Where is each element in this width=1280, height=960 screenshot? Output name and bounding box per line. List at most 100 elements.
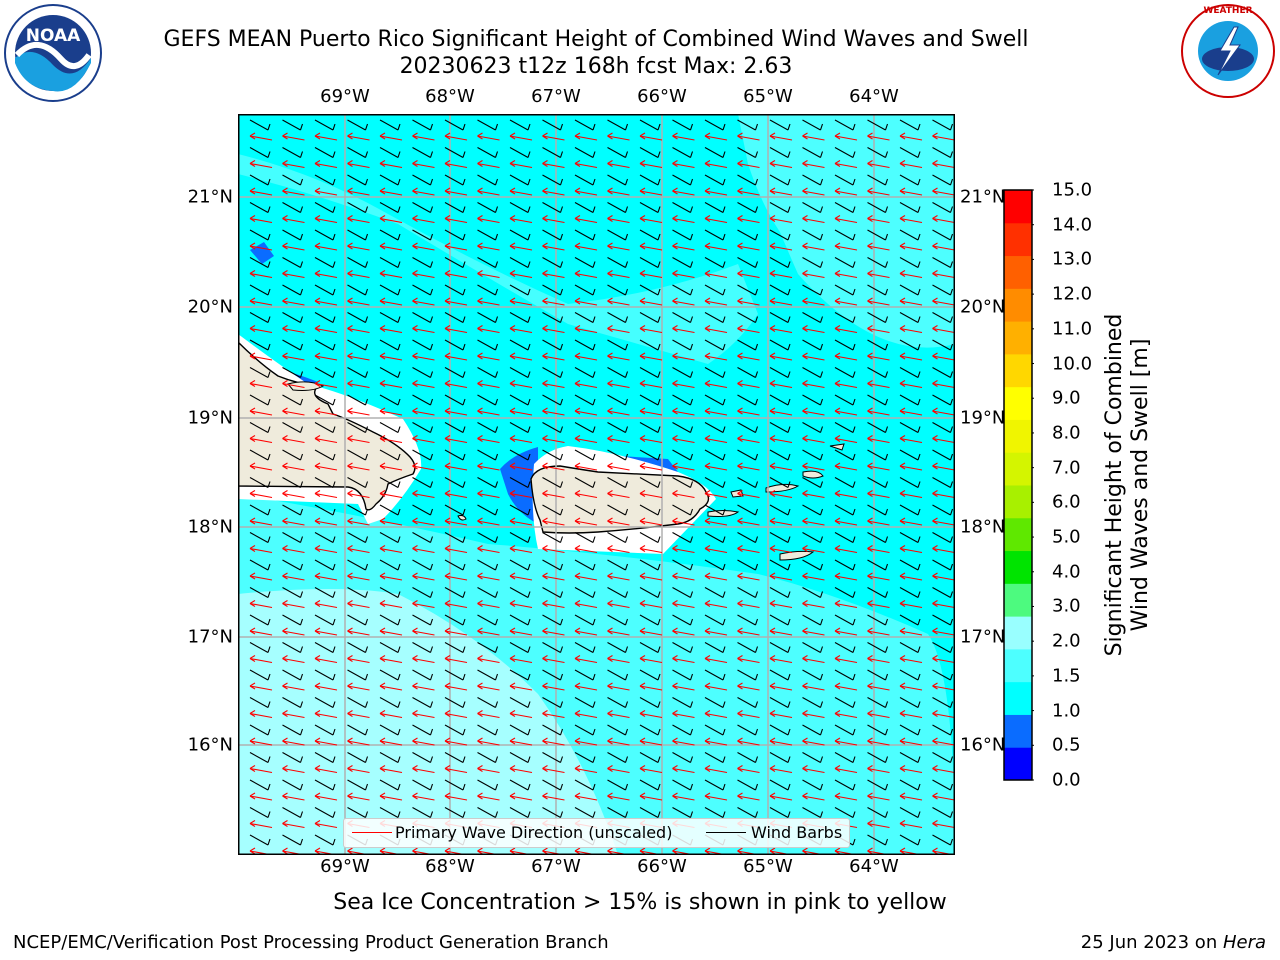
wind-barb <box>672 202 694 213</box>
wind-barb <box>542 202 564 213</box>
wind-barb <box>249 587 271 598</box>
wave-direction-arrow <box>607 407 630 416</box>
wave-direction-arrow <box>249 792 273 801</box>
legend-wave-label: Primary Wave Direction (unscaled) <box>395 823 673 842</box>
wind-barb <box>867 312 889 323</box>
wind-barb <box>477 174 499 186</box>
wind-barb <box>379 422 401 433</box>
wind-barb <box>314 669 336 681</box>
wind-barb <box>672 532 694 543</box>
wind-barb <box>249 669 271 681</box>
wind-barb <box>867 422 889 433</box>
wind-barb <box>574 477 596 488</box>
wind-barb <box>899 147 921 158</box>
wave-direction-arrow <box>932 545 955 554</box>
right-latitude-label: 19°N <box>960 407 1006 429</box>
wave-direction-arrow <box>607 132 630 141</box>
wave-direction-arrow <box>607 600 630 609</box>
wave-direction-arrow <box>607 380 630 389</box>
wave-direction-arrow <box>379 380 403 389</box>
wave-direction-arrow <box>542 352 565 361</box>
wind-barb <box>542 504 564 516</box>
wind-barb <box>477 779 499 791</box>
wave-direction-arrow <box>282 545 305 554</box>
wind-barb <box>834 642 856 653</box>
wave-direction-arrow <box>282 132 305 141</box>
wave-direction-arrow <box>932 242 955 251</box>
wind-barb <box>802 119 824 131</box>
wave-direction-arrow <box>639 792 663 801</box>
wave-direction-arrow <box>347 490 370 499</box>
wave-direction-arrow <box>249 242 273 251</box>
wave-height-map <box>238 114 955 855</box>
wind-barb <box>639 147 661 158</box>
wave-direction-arrow <box>249 737 273 746</box>
wave-direction-arrow <box>542 132 565 141</box>
wave-direction-arrow <box>574 765 598 774</box>
wave-direction-arrow <box>412 380 435 389</box>
wave-direction-arrow <box>379 765 403 774</box>
wind-barb <box>412 587 434 598</box>
wind-barb <box>412 559 434 571</box>
wave-direction-arrow <box>769 737 793 746</box>
wave-direction-arrow <box>477 572 500 581</box>
wind-barb <box>737 284 759 296</box>
wave-direction-arrow <box>249 682 273 691</box>
colorbar-tick-label: 12.0 <box>1052 283 1093 305</box>
wave-direction-arrow <box>899 325 923 334</box>
wind-barb <box>347 257 369 268</box>
wave-direction-arrow <box>509 242 533 251</box>
svg-text:WEATHER: WEATHER <box>1203 6 1252 16</box>
wind-barb <box>347 504 369 516</box>
wave-direction-arrow <box>412 600 435 609</box>
wave-direction-arrow <box>509 380 533 389</box>
wind-barb <box>444 229 466 241</box>
wind-barb <box>899 779 921 791</box>
wind-barb <box>899 394 921 406</box>
wind-barb <box>769 807 791 818</box>
wind-barb <box>802 229 824 241</box>
wind-barb <box>867 202 889 213</box>
wind-barb <box>834 669 856 681</box>
wind-barb <box>802 202 824 213</box>
colorbar-tick-label: 6.0 <box>1052 491 1081 513</box>
wave-direction-arrow <box>412 545 435 554</box>
wind-barb <box>282 339 304 351</box>
wave-direction-arrow <box>899 765 923 774</box>
wind-barb <box>477 752 499 763</box>
wind-barb <box>672 779 694 791</box>
colorbar-segment <box>1004 517 1032 552</box>
wave-direction-arrow <box>704 490 728 499</box>
wind-barb <box>672 284 694 296</box>
wave-direction-arrow <box>314 517 338 526</box>
wind-barb <box>607 779 629 791</box>
wave-direction-arrow <box>477 737 500 746</box>
wave-direction-arrow <box>477 545 500 554</box>
wind-barb <box>607 119 629 131</box>
left-latitude-label: 21°N <box>187 186 233 208</box>
wave-direction-arrow <box>542 600 565 609</box>
wind-barb <box>379 587 401 598</box>
wave-direction-arrow <box>282 462 305 471</box>
wave-direction-arrow <box>444 325 468 334</box>
wind-barb <box>542 339 564 351</box>
wave-direction-arrow <box>834 297 858 306</box>
wind-barb <box>672 504 694 516</box>
wind-barb <box>737 147 759 158</box>
wind-barb <box>834 697 856 708</box>
wind-barb <box>899 532 921 543</box>
wind-barb <box>282 752 304 763</box>
wind-barb <box>932 669 954 681</box>
wave-direction-arrow <box>639 710 663 719</box>
wave-direction-arrow <box>282 765 305 774</box>
wind-barb <box>607 229 629 241</box>
wave-direction-arrow <box>899 187 923 196</box>
wind-barb <box>639 669 661 681</box>
wave-direction-arrow <box>347 627 370 636</box>
wind-barb <box>477 284 499 296</box>
wind-barb <box>477 339 499 351</box>
wave-direction-arrow <box>379 132 403 141</box>
wave-direction-arrow <box>672 132 695 141</box>
wave-direction-arrow <box>574 655 598 664</box>
wind-barb <box>802 284 824 296</box>
